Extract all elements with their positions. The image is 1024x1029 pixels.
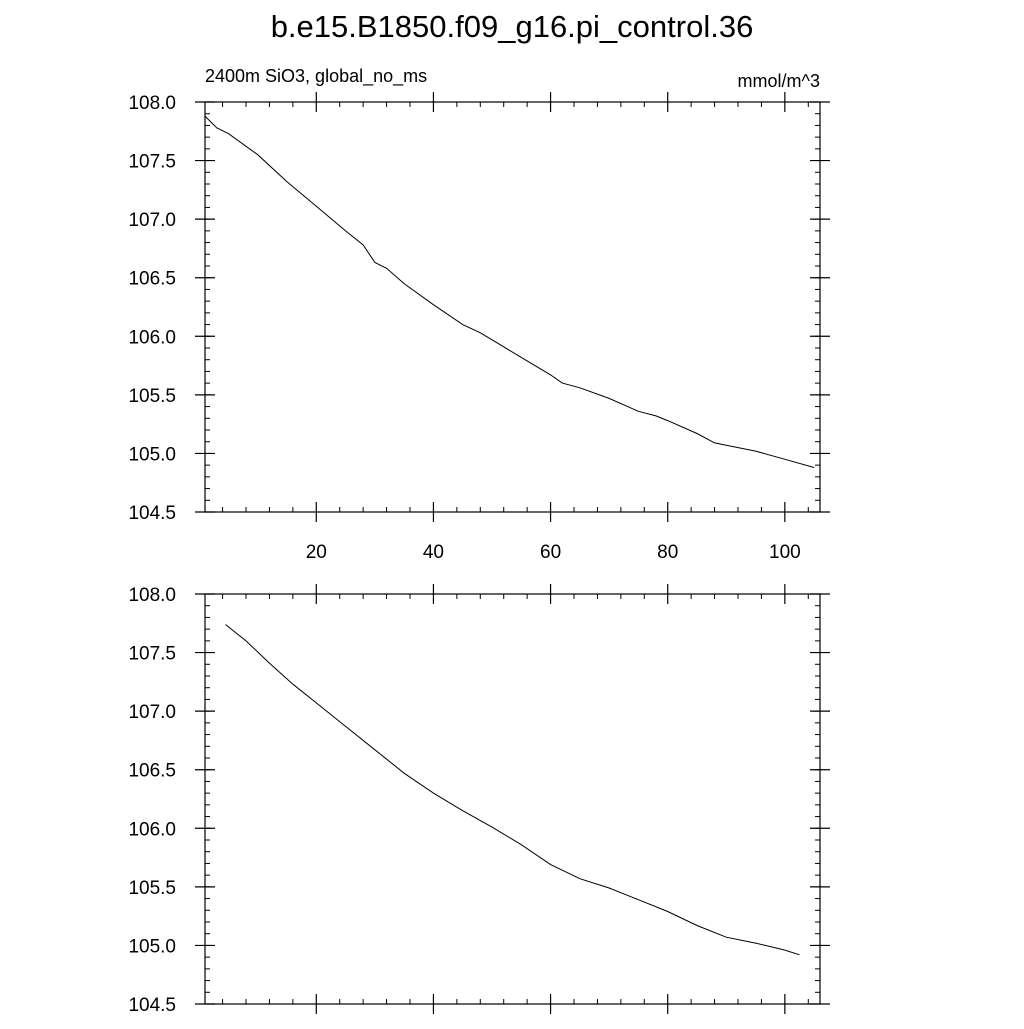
y-tick-label: 106.0	[128, 819, 176, 840]
series-line	[204, 115, 815, 468]
x-tick-label: 100	[769, 542, 801, 563]
y-tick-label: 108.0	[128, 93, 176, 114]
y-tick-label: 105.0	[128, 936, 176, 957]
x-tick-label: 80	[657, 542, 678, 563]
right-subtitle: mmol/m^3	[738, 71, 820, 91]
y-tick-label: 107.5	[128, 644, 176, 665]
y-tick-label: 107.0	[128, 210, 176, 231]
x-tick-label: 40	[423, 542, 444, 563]
bottom-chart-panel: 104.5 105.0 105.5 106.0 106.5 107.0 107.5 108.0	[128, 584, 830, 1016]
y-tick-label: 106.5	[128, 761, 176, 782]
x-tick-label: 60	[540, 542, 561, 563]
y-tick-label: 105.5	[128, 878, 176, 899]
y-tick-label: 108.0	[128, 585, 176, 606]
y-tick-label: 107.5	[128, 152, 176, 173]
y-tick-label: 104.5	[128, 995, 176, 1016]
plot-frame	[204, 593, 821, 1005]
left-subtitle: 2400m SiO3, global_no_ms	[205, 66, 427, 87]
y-tick-label: 106.5	[128, 269, 176, 290]
y-tick-label: 105.0	[128, 444, 176, 465]
plot-frame	[204, 101, 821, 513]
y-tick-label: 104.5	[128, 503, 176, 524]
series-line	[225, 624, 800, 956]
x-tick-label: 20	[306, 542, 327, 563]
y-tick-label: 106.0	[128, 327, 176, 348]
top-chart-panel: 104.5 105.0 105.5 106.0 106.5 107.0 107.5 108.0…	[128, 66, 830, 563]
y-tick-label: 107.0	[128, 702, 176, 723]
figure-title: b.e15.B1850.f09_g16.pi_control.36	[271, 9, 754, 44]
y-tick-label: 105.5	[128, 386, 176, 407]
